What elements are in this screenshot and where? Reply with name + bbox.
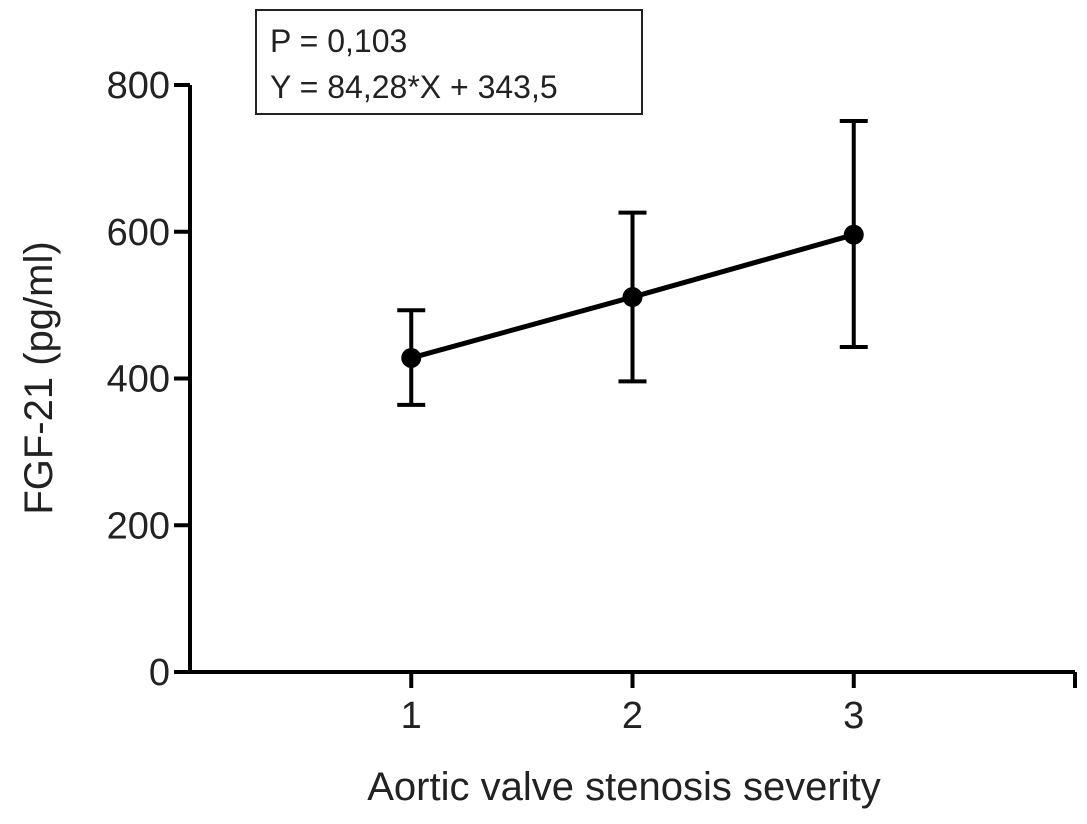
y-tick-label-0: 0 (149, 652, 170, 694)
series (397, 118, 868, 407)
annotation-equation: Y = 84,28*X + 343,5 (270, 69, 558, 105)
y-tick-label-200: 200 (107, 505, 170, 547)
ticks: 0 200 400 600 800 1 2 3 (107, 65, 1077, 737)
annotation-p-value: P = 0,103 (270, 23, 407, 59)
data-point-3 (843, 224, 864, 245)
x-axis-title: Aortic valve stenosis severity (367, 765, 881, 809)
x-tick-label-3: 3 (843, 695, 864, 737)
y-tick-label-400: 400 (107, 359, 170, 401)
data-point-1 (401, 347, 422, 368)
data-point-2 (622, 287, 643, 308)
x-tick-label-2: 2 (622, 695, 643, 737)
annotation-box: P = 0,103 Y = 84,28*X + 343,5 (255, 9, 643, 115)
y-tick-label-600: 600 (107, 212, 170, 254)
annotation-frame (255, 9, 643, 115)
y-tick-label-800: 800 (107, 65, 170, 107)
x-tick-label-1: 1 (401, 695, 422, 737)
y-axis-title: FGF-21 (pg/ml) (17, 241, 61, 514)
